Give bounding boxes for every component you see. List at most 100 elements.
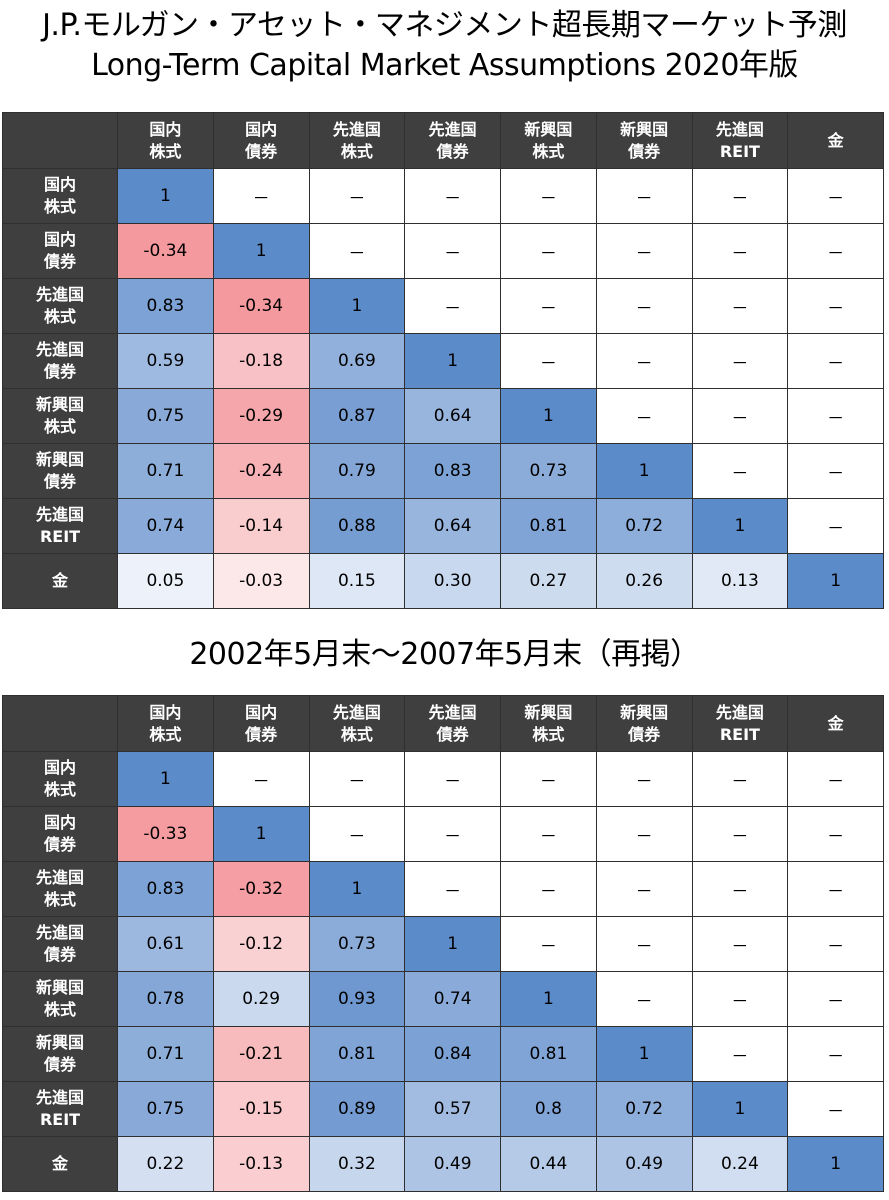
- correlation-cell: －: [691, 861, 789, 917]
- correlation-cell: －: [500, 168, 597, 224]
- column-header: 国内 株式: [117, 695, 214, 752]
- chart-title-line-2: Long-Term Capital Market Assumptions 202…: [91, 48, 798, 83]
- correlation-cell: -0.34: [117, 223, 214, 279]
- correlation-cell: 0.30: [404, 553, 501, 609]
- correlation-cell: 0.61: [117, 916, 214, 972]
- row-header: 新興国 債券: [2, 1026, 118, 1082]
- column-header-line: 株式: [532, 724, 565, 744]
- correlation-cell: －: [691, 223, 789, 279]
- table-row: 国内 株式 1 －－－－－－－: [2, 751, 884, 807]
- correlation-cell: -0.32: [212, 861, 310, 917]
- correlation-cell: －: [404, 168, 501, 224]
- correlation-cell: －: [404, 223, 501, 279]
- correlation-cell: -0.03: [212, 553, 310, 609]
- correlation-cell: 0.78: [117, 971, 214, 1027]
- correlation-cell: 0.81: [308, 1026, 406, 1082]
- row-header-line: 新興国: [35, 395, 84, 414]
- correlation-cell: -0.18: [212, 333, 310, 389]
- row-header-line: 債券: [43, 362, 76, 381]
- table-row: 先進国 株式 0.83 -0.32 1 －－－－－: [2, 861, 884, 917]
- correlation-cell: －: [691, 333, 789, 389]
- row-header-line: 国内: [43, 230, 76, 249]
- row-header-line: 国内: [43, 813, 76, 832]
- row-header-line: 新興国: [35, 450, 84, 469]
- correlation-cell: 1: [404, 916, 501, 972]
- correlation-cell: －: [691, 1026, 789, 1082]
- correlation-cell: 0.93: [308, 971, 406, 1027]
- row-header-line: 債券: [43, 472, 76, 491]
- correlation-cell: 0.74: [117, 498, 214, 554]
- column-header: 新興国 債券: [595, 112, 693, 169]
- table-row: 新興国 債券 0.71 -0.24 0.79 0.83 0.73 1 －－: [2, 443, 884, 499]
- correlation-cell: 0.69: [308, 333, 406, 389]
- table-row: 先進国 株式 0.83 -0.34 1 －－－－－: [2, 278, 884, 334]
- row-header: 先進国 REIT: [2, 498, 118, 554]
- correlation-cell: 0.8: [500, 1081, 597, 1137]
- correlation-cell: －: [787, 443, 884, 499]
- row-header-line: 先進国: [35, 923, 84, 942]
- table-row: 金 0.05 -0.03 0.15 0.30 0.27 0.26 0.13 1: [2, 553, 884, 609]
- correlation-cell: －: [787, 861, 884, 917]
- correlation-cell: -0.13: [212, 1136, 310, 1192]
- correlation-cell: －: [595, 861, 693, 917]
- correlation-cell: －: [787, 806, 884, 862]
- correlation-cell: －: [787, 278, 884, 334]
- correlation-cell: 1: [787, 553, 884, 609]
- row-header-line: 先進国: [35, 340, 84, 359]
- correlation-cell: －: [787, 168, 884, 224]
- correlation-cell: －: [691, 278, 789, 334]
- row-header-line: REIT: [39, 1110, 81, 1129]
- correlation-cell: 0.74: [404, 971, 501, 1027]
- correlation-cell: －: [404, 278, 501, 334]
- correlation-cell: 1: [404, 333, 501, 389]
- correlation-cell: 0.73: [308, 916, 406, 972]
- correlation-cell: －: [595, 333, 693, 389]
- correlation-cell: 1: [212, 223, 310, 279]
- row-header-line: 株式: [43, 780, 76, 799]
- correlation-cell: -0.33: [117, 806, 214, 862]
- correlation-cell: 1: [595, 443, 693, 499]
- correlation-cell: 0.24: [691, 1136, 789, 1192]
- correlation-cell: 1: [691, 1081, 789, 1137]
- correlation-cell: －: [691, 751, 789, 807]
- correlation-cell: 0.81: [500, 498, 597, 554]
- table-row: 先進国 REIT 0.74 -0.14 0.88 0.64 0.81 0.72 1 －: [2, 498, 884, 554]
- correlation-cell: 0.88: [308, 498, 406, 554]
- column-header: 金: [787, 112, 884, 169]
- row-header-line: 新興国: [35, 1033, 84, 1052]
- correlation-cell: －: [787, 751, 884, 807]
- row-header: 国内 債券: [2, 223, 118, 279]
- column-header-line: 債券: [245, 141, 278, 161]
- row-header: 先進国 株式: [2, 861, 118, 917]
- column-header-line: REIT: [719, 724, 760, 744]
- correlation-cell: 0.83: [117, 278, 214, 334]
- column-header-line: 債券: [245, 724, 278, 744]
- column-header-line: 先進国: [428, 702, 477, 722]
- correlation-cell: －: [500, 278, 597, 334]
- table-row: 国内 債券 -0.33 1 －－－－－－: [2, 806, 884, 862]
- correlation-cell: 0.87: [308, 388, 406, 444]
- row-header: 新興国 株式: [2, 388, 118, 444]
- correlation-cell: 1: [117, 168, 214, 224]
- correlation-cell: 0.32: [308, 1136, 406, 1192]
- column-header: 先進国 REIT: [691, 695, 789, 752]
- chart-title-historical: 2002年5月末～2007年5月末（再掲）: [189, 637, 700, 672]
- column-header-line: 債券: [436, 141, 469, 161]
- correlation-cell: 0.71: [117, 1026, 214, 1082]
- column-header-line: 先進国: [428, 119, 477, 139]
- row-header: 国内 債券: [2, 806, 118, 862]
- correlation-cell: -0.24: [212, 443, 310, 499]
- column-header-line: 先進国: [715, 119, 764, 139]
- row-header-line: 国内: [43, 175, 76, 194]
- column-header: 国内 債券: [212, 695, 310, 752]
- table-row: 先進国 債券 0.61 -0.12 0.73 1 －－－－: [2, 916, 884, 972]
- correlation-cell: －: [787, 388, 884, 444]
- column-header-line: 新興国: [524, 702, 573, 722]
- table-row: 金 0.22 -0.13 0.32 0.49 0.44 0.49 0.24 1: [2, 1136, 884, 1192]
- correlation-cell: -0.34: [212, 278, 310, 334]
- matrix-table: 国内 株式 国内 債券 先進国 株式 先進国 債券 新興国 株式 新興国 債券 先進国 REIT 金国内 株式…: [2, 112, 884, 609]
- row-header-line: REIT: [39, 527, 81, 546]
- column-header: 先進国 債券: [404, 112, 501, 169]
- row-header-line: 債券: [43, 1055, 76, 1074]
- correlation-cell: －: [308, 223, 406, 279]
